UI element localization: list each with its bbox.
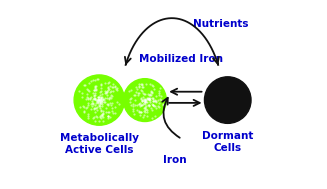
Circle shape: [124, 79, 166, 122]
Text: Dormant
Cells: Dormant Cells: [202, 131, 253, 153]
Text: Metabolically
Active Cells: Metabolically Active Cells: [60, 133, 139, 155]
Text: Nutrients: Nutrients: [193, 19, 249, 29]
Text: Mobilized Iron: Mobilized Iron: [139, 54, 223, 64]
Circle shape: [74, 75, 124, 125]
Text: Iron: Iron: [163, 155, 186, 165]
Circle shape: [204, 77, 251, 123]
